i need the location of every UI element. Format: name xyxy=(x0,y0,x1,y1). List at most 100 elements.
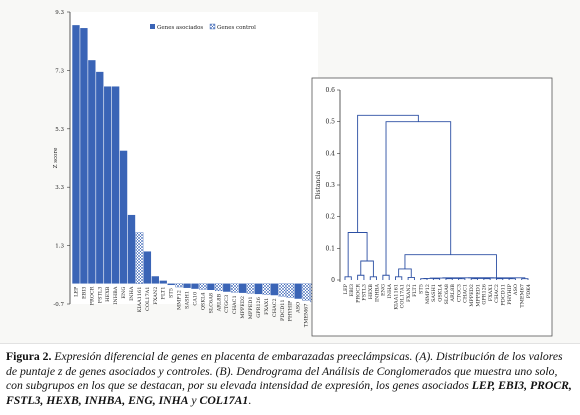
legend-swatch-asociados xyxy=(150,24,155,29)
dendro-link xyxy=(385,121,452,276)
dendro-leaf-label: FSTL3 xyxy=(362,284,368,301)
x-tick-label: ARL8B xyxy=(216,294,222,313)
bar-qskl4 xyxy=(199,283,207,290)
caption-text-2: y xyxy=(188,393,200,407)
y-axis-label: Z score xyxy=(53,148,59,169)
x-tick-label: FXAX1 xyxy=(264,298,270,315)
bar-tmem67 xyxy=(302,283,310,301)
dendro-leaf-label: ARL8B xyxy=(450,284,456,303)
bar-hexb xyxy=(104,86,112,284)
bar-mpped1 xyxy=(246,283,255,294)
dendro-leaf-label: SASH1 xyxy=(431,284,437,302)
bar-procr xyxy=(88,60,96,284)
figure-svg: 9.37.35.33.31.3-0.7 Z score LEP EBI3 PROCR… xyxy=(53,10,553,337)
dendro-y-tick-label: 0 xyxy=(331,277,335,284)
dendro-leaf-label: CHAC2 xyxy=(494,284,500,303)
dendro-leaf-label: KIAA1161 xyxy=(393,284,399,310)
dendro-link xyxy=(357,114,419,233)
dendro-leaf-label: LEP xyxy=(343,283,349,294)
x-tick-label: GPR126 xyxy=(256,297,262,318)
figure-panel: 9.3 7.3 5.3 3.3 1.3 -0.7 Z score LEP EBI3 PROCR… xyxy=(0,10,580,344)
dendro-leaf-label: ST5 xyxy=(419,284,425,294)
x-tick-label: PDCD11 xyxy=(280,299,286,321)
x-tick-label: INHA xyxy=(129,286,135,301)
dendro-leaf-label: MPPED2 xyxy=(469,284,475,307)
dendro-y-ticks: 0 0.1 0.2 0.3 0.4 0.5 0.6 xyxy=(325,87,340,284)
dendro-leaf-label: PHYHIP xyxy=(507,283,513,304)
dendro-leaf-label: TMEM67 xyxy=(519,284,525,308)
dendro-link xyxy=(404,254,497,278)
x-tick-label: COL17A1 xyxy=(145,287,151,311)
x-tick-label: MPPED2 xyxy=(240,296,246,319)
dendro-leaf-label: FXAN2 xyxy=(406,284,412,302)
dendro-leaf-label: GPR126 xyxy=(482,284,488,305)
dendro-leaf-label: FLT1 xyxy=(412,284,418,297)
bar-ebi3 xyxy=(80,28,88,284)
dendro-leaf-label: PDK4 xyxy=(526,284,532,298)
bar-chac1 xyxy=(230,283,239,293)
dendro-leaf-label: PDCD11 xyxy=(501,284,507,306)
bar-sash1 xyxy=(183,283,191,288)
legend-label-control: Genes control xyxy=(217,25,256,31)
bar-inhba xyxy=(111,86,120,284)
bar-pdcd11 xyxy=(278,283,287,297)
dendro-leaf-label: EBI3 xyxy=(349,284,355,296)
x-tick-label: EBI3 xyxy=(81,287,87,299)
x-tick-label: MMP12 xyxy=(177,290,183,310)
dendro-leaf-label: INHA xyxy=(387,284,393,299)
dendro-link xyxy=(398,268,412,278)
dendro-leaf-label: PROCR xyxy=(355,284,361,303)
dendro-leaf-label: ASO xyxy=(513,284,519,296)
dendro-links xyxy=(344,114,529,280)
figure-caption: Figura 2. Expresión diferencial de genes… xyxy=(6,350,574,408)
bar-lep xyxy=(72,25,80,284)
x-tick-label: TMEM67 xyxy=(304,303,310,327)
bar-aso xyxy=(294,283,302,299)
bar-chart-panel-a: 9.3 7.3 5.3 3.3 1.3 -0.7 Z score LEP EBI3 PROCR… xyxy=(53,10,318,327)
x-tick-label: ASO xyxy=(296,302,302,314)
dendro-leaf-label: HEXB xyxy=(368,284,374,300)
x-tick-labels: LEP EBI3 PROCR FSTL3 HEXB INHBA ENG INHA KIAA116… xyxy=(73,286,317,327)
x-tick-label: CHAC2 xyxy=(272,298,278,317)
dendro-leaf-label: ENG xyxy=(381,284,387,296)
x-tick-label: PROCR xyxy=(89,286,95,305)
dendro-leaf-label: CTGC3 xyxy=(456,284,462,302)
bar-mmp12 xyxy=(175,283,183,288)
bar-ctgc3 xyxy=(223,283,231,292)
x-tick-label: FXAN2 xyxy=(153,287,159,305)
dendro-y-tick-label: 0.2 xyxy=(325,214,335,221)
bar-flt1 xyxy=(159,280,167,284)
x-tick-label: ST5 xyxy=(169,288,175,298)
x-tick-label: SLC6A8 xyxy=(208,293,214,314)
dendro-y-tick-label: 0.4 xyxy=(325,150,335,157)
x-tick-label: ENG xyxy=(121,287,127,299)
bar-kiaa1161 xyxy=(135,232,144,284)
dendro-leaf-labels: LEP EBI3 PROCR FSTL3 HEXB INHBA ENG INHA KIAA116… xyxy=(343,283,532,309)
dendrogram-frame xyxy=(311,77,553,337)
caption-label: Figura 2. xyxy=(6,350,52,363)
dendro-y-tick-label: 0.6 xyxy=(325,87,335,94)
dendro-y-tick-label: 0.1 xyxy=(325,245,335,252)
dendro-link xyxy=(468,277,526,279)
caption-genes: LEP, EBI3, PROCR, FSTL3, HEXB, INHBA, EN… xyxy=(6,379,572,407)
bar-phyhip xyxy=(286,283,295,298)
bar-eng xyxy=(119,150,128,284)
x-tick-label: MPPED1 xyxy=(248,296,254,319)
y-tick-label: 3.3 xyxy=(55,185,64,191)
y-tick-label: -0.7 xyxy=(53,302,64,308)
dendro-leaf-label: MPPED1 xyxy=(475,284,481,307)
dendro-y-tick-label: 0.3 xyxy=(325,182,335,189)
bars xyxy=(72,25,318,303)
x-tick-label: CHAC1 xyxy=(232,295,238,314)
legend: Genes asociados Genes control xyxy=(150,23,256,31)
dendro-leaf-label: QSKL4 xyxy=(437,284,443,302)
dendro-leaf-label: COL17A1 xyxy=(400,284,406,308)
dendro-y-axis-label: Distancia xyxy=(315,170,322,199)
bar-fxax1 xyxy=(262,283,271,295)
y-ticks: 9.3 7.3 5.3 3.3 1.3 -0.7 xyxy=(53,10,70,308)
dendro-leaf-label: CHAC1 xyxy=(463,284,469,303)
bar-slc6a8 xyxy=(207,283,215,290)
bar-gpr126 xyxy=(254,283,263,295)
legend-swatch-control xyxy=(209,23,216,30)
dendro-leaf-label: INHBA xyxy=(374,284,380,302)
